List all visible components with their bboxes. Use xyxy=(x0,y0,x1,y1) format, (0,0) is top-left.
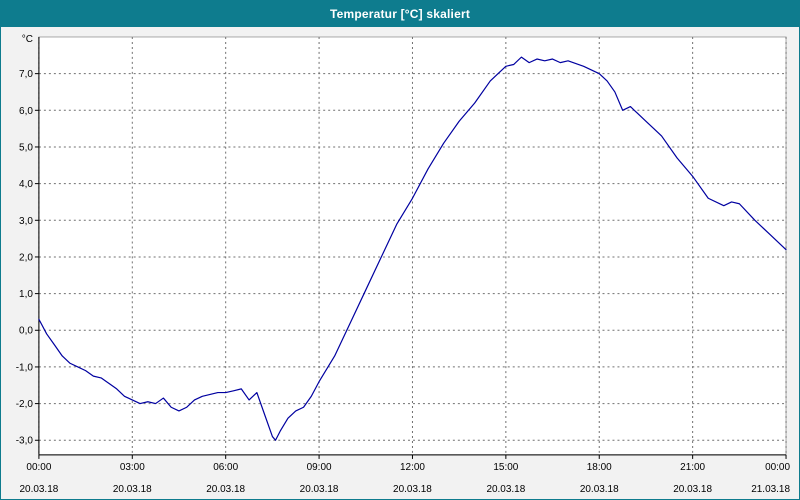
y-tick-label: 7,0 xyxy=(19,69,33,80)
x-tick-time-label: 15:00 xyxy=(493,462,518,473)
x-tick-time-label: 09:00 xyxy=(307,462,332,473)
window-title: Temperatur [°C] skaliert xyxy=(329,7,471,21)
y-tick-label: -1,0 xyxy=(16,362,34,373)
x-tick-date-label: 20.03.18 xyxy=(393,484,432,495)
y-tick-label: 3,0 xyxy=(19,216,33,227)
x-tick-date-label: 20.03.18 xyxy=(113,484,152,495)
x-tick-time-label: 03:00 xyxy=(120,462,145,473)
y-tick-label: -2,0 xyxy=(16,399,34,410)
temperature-chart: 7,0 6,0 5,0 4,0 3,0 2,0 1,0 0,0 -1,0 -2,0 -3,0 00:0… xyxy=(16,34,791,495)
y-tick-label: 4,0 xyxy=(19,179,33,190)
x-tick-date-label: 20.03.18 xyxy=(300,484,339,495)
y-tick-label: -3,0 xyxy=(16,436,34,447)
y-tick-label: 1,0 xyxy=(19,289,33,300)
y-tick-label: 2,0 xyxy=(19,252,33,263)
x-tick-date-label: 21.03.18 xyxy=(751,484,790,495)
y-tick-label: 0,0 xyxy=(19,326,33,337)
x-tick-date-label: 20.03.18 xyxy=(486,484,525,495)
x-tick-date-label: 20.03.18 xyxy=(580,484,619,495)
y-tick-label: 6,0 xyxy=(19,106,33,117)
x-tick-time-label: 21:00 xyxy=(680,462,705,473)
plot-area xyxy=(38,36,787,456)
y-axis-unit-label: °C xyxy=(22,34,33,45)
x-tick-time-label: 18:00 xyxy=(587,462,612,473)
x-tick-time-label: 12:00 xyxy=(400,462,425,473)
x-tick-date-label: 20.03.18 xyxy=(206,484,245,495)
x-tick-time-label: 06:00 xyxy=(213,462,238,473)
x-tick-date-label: 20.03.18 xyxy=(19,484,58,495)
window-titlebar: Temperatur [°C] skaliert xyxy=(1,1,799,27)
chart-area: 7,0 6,0 5,0 4,0 3,0 2,0 1,0 0,0 -1,0 -2,0 -3,0 00:0… xyxy=(1,27,799,499)
temperature-line xyxy=(38,56,787,441)
x-tick-time-label: 00:00 xyxy=(765,462,790,473)
x-tick-date-label: 20.03.18 xyxy=(673,484,712,495)
x-tick-time-label: 00:00 xyxy=(26,462,51,473)
y-tick-label: 5,0 xyxy=(19,142,33,153)
